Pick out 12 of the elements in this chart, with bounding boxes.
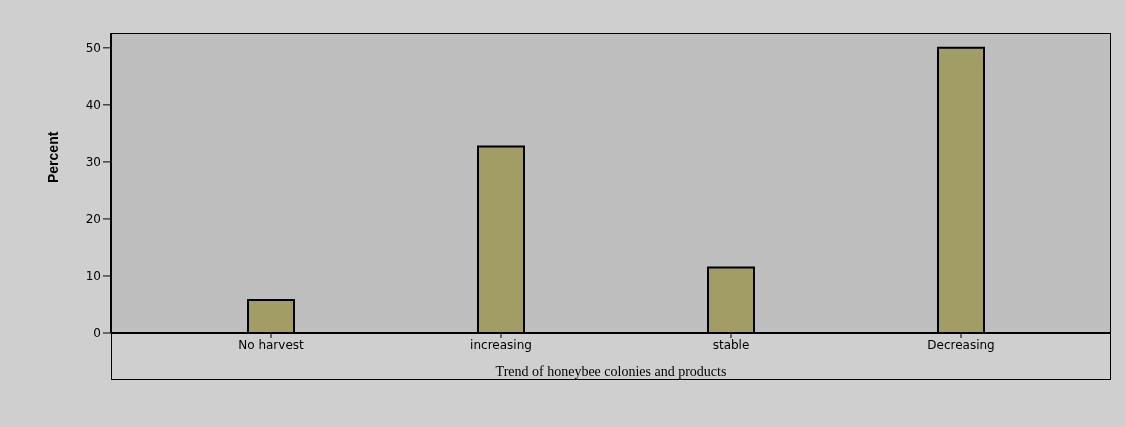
y-tick-label: 20 [85, 212, 101, 227]
y-tick-label: 40 [85, 98, 101, 113]
x-tick-label: stable [712, 337, 750, 352]
y-axis-title: Percent [44, 131, 61, 183]
y-tick-label: 30 [85, 155, 101, 170]
x-tick-label: increasing [470, 337, 532, 352]
y-tick-label: 50 [85, 41, 101, 56]
y-tick-label: 10 [85, 269, 101, 284]
x-tick-label: Decreasing [927, 337, 995, 352]
y-tick-label: 0 [93, 326, 101, 341]
x-tick-label: No harvest [238, 337, 305, 352]
x-axis-title: Trend of honeybee colonies and products [495, 364, 727, 379]
